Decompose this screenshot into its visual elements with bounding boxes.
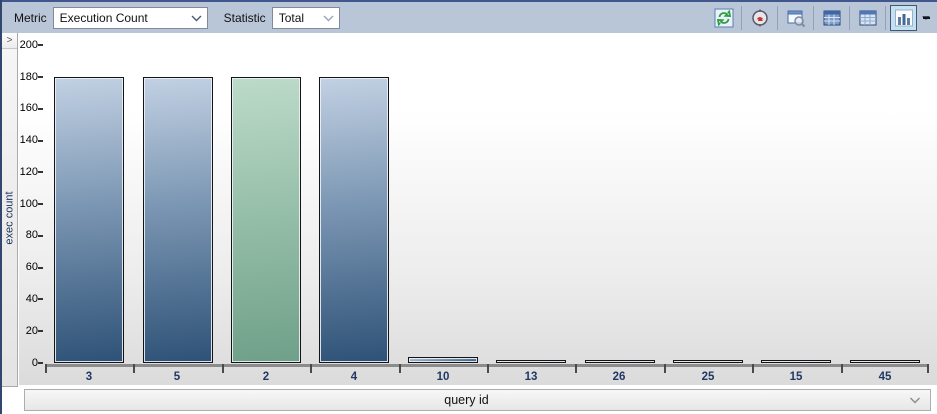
grid-detail-view-button[interactable] [818,5,845,31]
chart-body: > exec count 0 20 40 60 80 100 120 140 160 180 200… [2,33,937,414]
toolbar-overflow-button[interactable] [919,5,933,31]
x-axis-tick [841,364,843,373]
refresh-icon [714,8,733,27]
x-tick-label: 3 [85,371,93,383]
bar-chart-icon [894,9,913,26]
y-tick-mark [38,330,43,333]
y-tick-label: 60 [25,261,38,274]
toolbar-separator [741,5,742,30]
chevron-down-icon [910,397,920,404]
metric-dropdown[interactable]: Execution Count [52,6,208,29]
y-tick-mark [38,76,43,78]
x-tick-label: 5 [173,371,181,383]
x-axis-tick [487,364,489,373]
bar[interactable] [319,77,389,363]
plot-area: 0 20 40 60 80 100 120 140 160 180 200 3 5 2 4 10 13 26 25 1… [20,33,929,385]
refresh-button[interactable] [710,5,737,31]
toolbar-button-group [710,1,933,34]
view-query-text-button[interactable] [782,5,809,31]
x-axis-selector-bar[interactable]: query id [24,389,931,411]
x-axis-tick [752,364,754,373]
x-axis-tick [399,364,401,373]
y-tick-mark [38,44,43,47]
bar[interactable] [143,77,213,363]
overflow-bar-icon [922,16,930,19]
y-tick-mark [38,139,43,142]
bar[interactable] [673,360,743,363]
x-axis-tick [927,364,929,373]
bar[interactable] [585,360,655,363]
y-tick-mark [38,266,43,269]
x-tick-label: 15 [789,371,803,383]
y-tick-mark [38,171,43,174]
x-tick-label: 10 [436,371,450,383]
expand-panel-button[interactable]: > [2,33,17,49]
metric-label: Metric [14,10,47,25]
bar[interactable] [496,360,566,363]
x-axis-tick [310,364,312,373]
x-axis-tick [45,364,47,373]
y-tick-label: 160 [19,102,38,115]
chart-view-button[interactable] [890,4,917,31]
y-axis-title-text: exec count [3,190,16,245]
x-axis-tick [664,364,666,373]
bar[interactable] [231,77,301,363]
y-tick-mark [38,362,43,364]
y-tick-label: 80 [25,229,38,242]
toolbar-separator [777,5,778,30]
statistic-dropdown[interactable]: Total [271,6,340,29]
y-tick-mark [38,298,43,301]
x-axis-tick [575,364,577,373]
chevron-down-icon [323,15,334,21]
bar[interactable] [761,360,831,363]
x-axis-tick [133,364,135,373]
x-tick-label: 26 [612,371,626,383]
bar[interactable] [850,360,920,363]
y-tick-label: 140 [19,134,38,147]
window-magnifier-icon [787,10,805,27]
y-tick-label: 100 [19,197,38,210]
x-axis-tick [222,364,224,373]
chevron-down-icon [191,15,202,21]
statistic-dropdown-value: Total [278,10,305,25]
bar[interactable] [408,357,478,363]
chart-region: 0 20 40 60 80 100 120 140 160 180 200 3 5 2 4 10 13 26 25 1… [19,33,937,385]
x-axis-label: query id [444,393,489,407]
y-tick-label: 0 [31,356,38,369]
track-query-icon [751,9,768,26]
x-tick-label: 25 [701,371,715,383]
y-tick-label: 200 [19,38,38,51]
x-tick-label: 4 [350,371,358,383]
toolbar: Metric Execution Count Statistic Total [2,0,937,33]
collapsed-settings-panel: > exec count [2,33,18,387]
y-tick-label: 40 [25,292,38,305]
metric-dropdown-value: Execution Count [59,10,148,25]
toolbar-separator [813,5,814,30]
y-tick-label: 20 [25,324,38,337]
toolbar-separator [849,5,850,30]
track-query-button[interactable] [746,5,773,31]
y-tick-label: 120 [19,165,38,178]
bar[interactable] [54,77,124,363]
y-tick-mark [38,234,43,237]
y-tick-mark [38,203,43,206]
grid-detail-icon [823,10,840,25]
grid-view-button[interactable] [854,5,881,31]
x-tick-label: 45 [878,371,892,383]
toolbar-separator [885,5,886,30]
grid-icon [859,10,876,25]
x-tick-label: 2 [262,371,270,383]
y-tick-label: 180 [19,70,38,83]
x-tick-label: 13 [524,371,538,383]
statistic-label: Statistic [223,10,266,25]
y-tick-mark [38,107,43,110]
